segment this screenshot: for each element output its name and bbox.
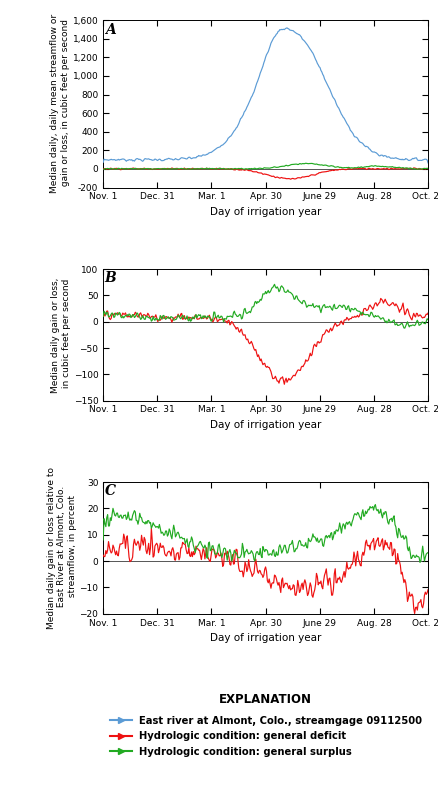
- Text: B: B: [105, 271, 116, 285]
- Text: EXPLANATION: EXPLANATION: [219, 693, 311, 706]
- Text: A: A: [105, 23, 115, 36]
- Y-axis label: Median daily gain or loss,
 in cubic feet per second: Median daily gain or loss, in cubic feet…: [51, 277, 71, 392]
- Legend: East river at Almont, Colo., streamgage 09112500, Hydrologic condition: general : East river at Almont, Colo., streamgage …: [106, 712, 424, 761]
- X-axis label: Day of irrigation year: Day of irrigation year: [209, 207, 321, 217]
- Y-axis label: Median daily, daily mean streamflow or
 gain or loss, in cubic feet per second: Median daily, daily mean streamflow or g…: [50, 15, 70, 194]
- Text: C: C: [105, 484, 116, 498]
- X-axis label: Day of irrigation year: Day of irrigation year: [209, 633, 321, 643]
- X-axis label: Day of irrigation year: Day of irrigation year: [209, 420, 321, 430]
- Y-axis label: Median daily gain or loss relative to
 East River at Almont, Colo.
 streamflow, : Median daily gain or loss relative to Ea…: [46, 467, 76, 629]
